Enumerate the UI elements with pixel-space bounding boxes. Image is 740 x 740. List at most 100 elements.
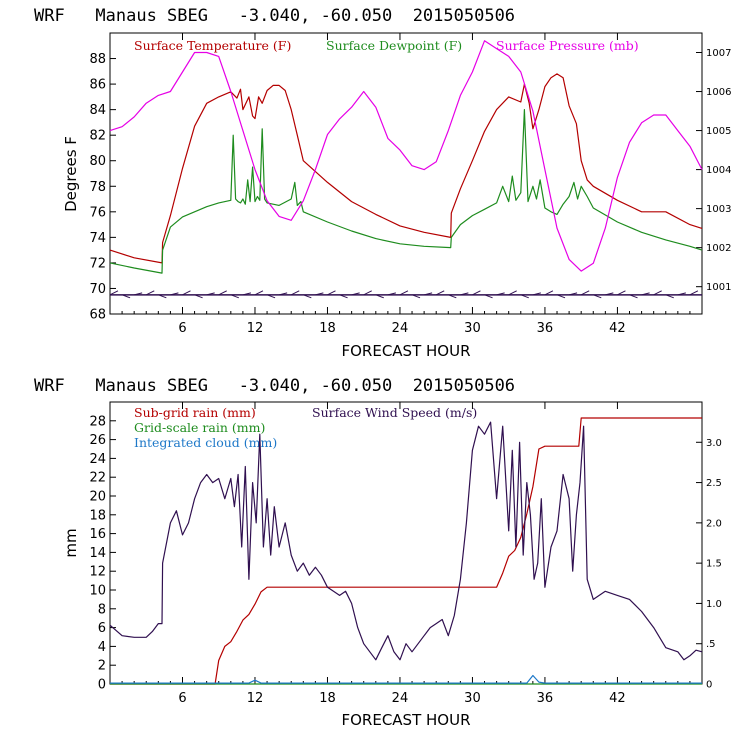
x-tick-label: 36 — [537, 321, 554, 336]
wind-barb — [170, 292, 179, 296]
wind-barb — [230, 294, 239, 299]
wind-barb — [411, 294, 421, 299]
wind-barb — [266, 294, 276, 299]
wind-barb — [254, 290, 264, 296]
x-tick-label: 30 — [464, 691, 481, 706]
sub-grid-rain-mm-line — [110, 417, 702, 685]
wind-barb — [556, 294, 566, 299]
x-tick-label: 12 — [247, 321, 264, 336]
wind-barb — [158, 294, 167, 299]
wind-barb — [375, 294, 384, 299]
top-plot-frame — [109, 32, 703, 315]
wind-barb — [448, 294, 457, 299]
x-tick-label: 24 — [392, 321, 409, 336]
top-y-axis-label: Degrees F — [62, 136, 80, 212]
top-left-axis: 68 70 72 74 76 78 80 82 84 86 88 — [89, 52, 116, 323]
bottom-panel: WRF Manaus SBEG -3.040, -60.050 20150505… — [34, 376, 722, 729]
x-tick-label: 30 — [464, 321, 481, 336]
wind-barb — [121, 294, 131, 299]
y-tick-label: 86 — [89, 78, 106, 93]
top-chart-title: WRF Manaus SBEG -3.040, -60.050 20150505… — [34, 6, 515, 26]
y-tick-label: 8 — [98, 602, 106, 617]
wind-barb — [424, 292, 433, 296]
wind-barb — [303, 294, 312, 299]
wind-barb — [291, 290, 300, 296]
x-tick-label: 18 — [319, 691, 336, 706]
y-tick-label: 26 — [89, 433, 106, 448]
wind-barb — [435, 290, 445, 296]
wind-barb — [508, 290, 517, 296]
x-tick-label: 6 — [178, 691, 186, 706]
wind-barb — [182, 290, 191, 296]
wind-barb — [580, 290, 590, 296]
y-tick-label: 70 — [89, 282, 106, 297]
y-tick-label: 12 — [89, 565, 106, 580]
wind-barb — [218, 290, 227, 296]
y-tick-label: 10 — [89, 584, 106, 599]
y2-tick-label: 1.5 — [706, 559, 722, 570]
y2-tick-label: 1005 — [706, 126, 731, 137]
wind-barb — [109, 290, 119, 296]
y-tick-label: 28 — [89, 414, 106, 429]
wind-barb — [617, 290, 626, 296]
surface-wind-speed-m-s-line — [109, 421, 703, 661]
wind-barb — [206, 292, 215, 296]
surface-dewpoint-f-line — [109, 108, 703, 274]
x-tick-label: 42 — [609, 321, 626, 336]
wind-barb — [605, 292, 614, 296]
wind-barb — [532, 292, 541, 296]
top-x-axis: 6 12 18 24 30 36 42 — [121, 33, 691, 336]
y-tick-label: 22 — [89, 471, 106, 486]
wind-barb — [568, 292, 578, 296]
wind-barb — [315, 292, 324, 296]
y-tick-label: 20 — [89, 490, 106, 505]
top-right-axis: 1001 1002 1003 1004 1005 1006 1007 — [696, 48, 731, 293]
y2-tick-label: 1004 — [706, 165, 731, 176]
y2-tick-label: 1003 — [706, 204, 731, 215]
legend-surface-temperature: Surface Temperature (F) — [134, 38, 291, 53]
y-tick-label: 14 — [89, 546, 106, 561]
y-tick-label: 16 — [89, 527, 106, 542]
wind-barb — [641, 292, 650, 296]
y-tick-label: 24 — [89, 452, 106, 467]
y2-tick-label: 1.0 — [706, 599, 722, 610]
wind-barb — [689, 290, 699, 296]
wind-barb — [484, 294, 493, 299]
y-tick-label: 18 — [89, 508, 106, 523]
wind-barb — [146, 290, 155, 296]
x-tick-label: 36 — [537, 691, 554, 706]
wind-barb — [339, 294, 348, 299]
y-tick-label: 88 — [89, 52, 106, 67]
integrated-cloud-mm-line — [110, 674, 702, 684]
y2-tick-label: 1007 — [706, 48, 731, 59]
wind-barb — [472, 290, 481, 296]
wind-barb — [520, 294, 529, 299]
wind-barb — [496, 292, 505, 296]
wind-barb — [399, 290, 409, 296]
legend-grid-scale-rain: Grid-scale rain (mm) — [134, 420, 265, 435]
wind-barb — [593, 294, 602, 299]
bottom-y-axis-label: mm — [62, 528, 80, 557]
top-series — [109, 40, 703, 299]
top-panel: WRF Manaus SBEG -3.040, -60.050 20150505… — [34, 6, 731, 360]
x-tick-label: 18 — [319, 321, 336, 336]
y-tick-label: 76 — [89, 205, 106, 220]
legend-surface-wind-speed: Surface Wind Speed (m/s) — [312, 405, 477, 420]
top-x-axis-label: FORECAST HOUR — [341, 342, 470, 360]
bottom-series — [109, 417, 703, 685]
wind-barb — [629, 294, 638, 299]
y2-tick-label: 1001 — [706, 282, 731, 293]
wind-barb — [363, 290, 372, 296]
wind-barb — [134, 292, 143, 296]
wind-barb — [242, 292, 252, 296]
y-tick-label: 68 — [89, 308, 106, 323]
wind-barb — [387, 292, 396, 296]
bottom-right-axis: 0 .5 1.0 1.5 2.0 2.5 3.0 — [696, 438, 722, 691]
y2-tick-label: 0 — [706, 680, 712, 691]
y2-tick-label: .5 — [706, 639, 716, 650]
bottom-x-axis-label: FORECAST HOUR — [341, 711, 470, 729]
wind-barb — [460, 292, 469, 296]
surface-pressure-mb-line — [109, 40, 703, 272]
x-tick-label: 42 — [609, 691, 626, 706]
